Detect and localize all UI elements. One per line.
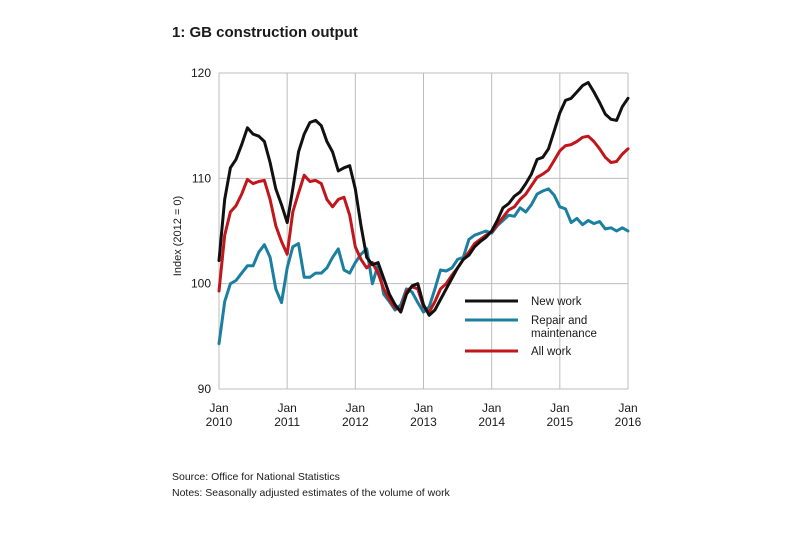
x-tick-label-month: Jan (209, 401, 228, 415)
legend-label: All work (531, 346, 572, 358)
y-tick-label: 120 (191, 66, 211, 80)
legend-label: New work (531, 296, 582, 308)
x-tick-label-year: 2015 (546, 415, 573, 429)
chart-title: 1: GB construction output (172, 24, 358, 41)
legend-label: maintenance (531, 328, 597, 340)
x-tick-label-month: Jan (414, 401, 433, 415)
x-tick-labels: Jan2010Jan2011Jan2012Jan2013Jan2014Jan20… (206, 401, 642, 429)
x-tick-label-month: Jan (550, 401, 569, 415)
legend-label: Repair and (531, 315, 587, 327)
y-tick-labels: 90 100 110 120 (191, 66, 211, 396)
x-tick-label-year: 2016 (615, 415, 642, 429)
source-notes: Source: Office for National Statistics N… (172, 469, 450, 501)
x-tick-label-year: 2012 (342, 415, 369, 429)
series-lines (217, 81, 630, 346)
gridlines (218, 72, 629, 390)
x-tick-label-month: Jan (346, 401, 365, 415)
source-line: Source: Office for National Statistics (172, 471, 340, 483)
series-line-new-work (217, 81, 630, 317)
x-tick-label-year: 2010 (206, 415, 233, 429)
y-tick-label: 90 (198, 382, 212, 396)
y-tick-label: 110 (192, 171, 211, 185)
series-line-repair-and-maintenance (217, 187, 630, 346)
notes-line: Notes: Seasonally adjusted estimates of … (172, 487, 450, 499)
x-tick-label-year: 2013 (410, 415, 437, 429)
x-tick-label-month: Jan (618, 401, 637, 415)
x-tick-label-month: Jan (277, 401, 296, 415)
x-tick-label-month: Jan (482, 401, 501, 415)
y-axis-label: Index (2012 = 0) (172, 196, 184, 276)
y-tick-label: 100 (191, 277, 211, 291)
x-tick-label-year: 2014 (478, 415, 505, 429)
x-tick-label-year: 2011 (274, 415, 300, 429)
